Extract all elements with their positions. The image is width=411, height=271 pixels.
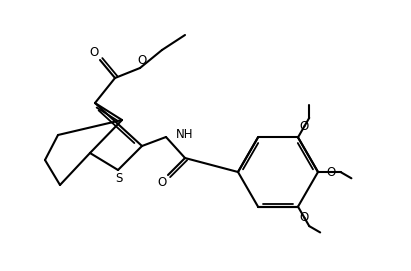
Text: O: O [300,211,309,224]
Text: O: O [89,47,99,60]
Text: O: O [137,53,147,66]
Text: O: O [157,176,166,189]
Text: O: O [300,120,309,133]
Text: O: O [326,166,335,179]
Text: NH: NH [176,128,194,141]
Text: S: S [115,173,123,186]
